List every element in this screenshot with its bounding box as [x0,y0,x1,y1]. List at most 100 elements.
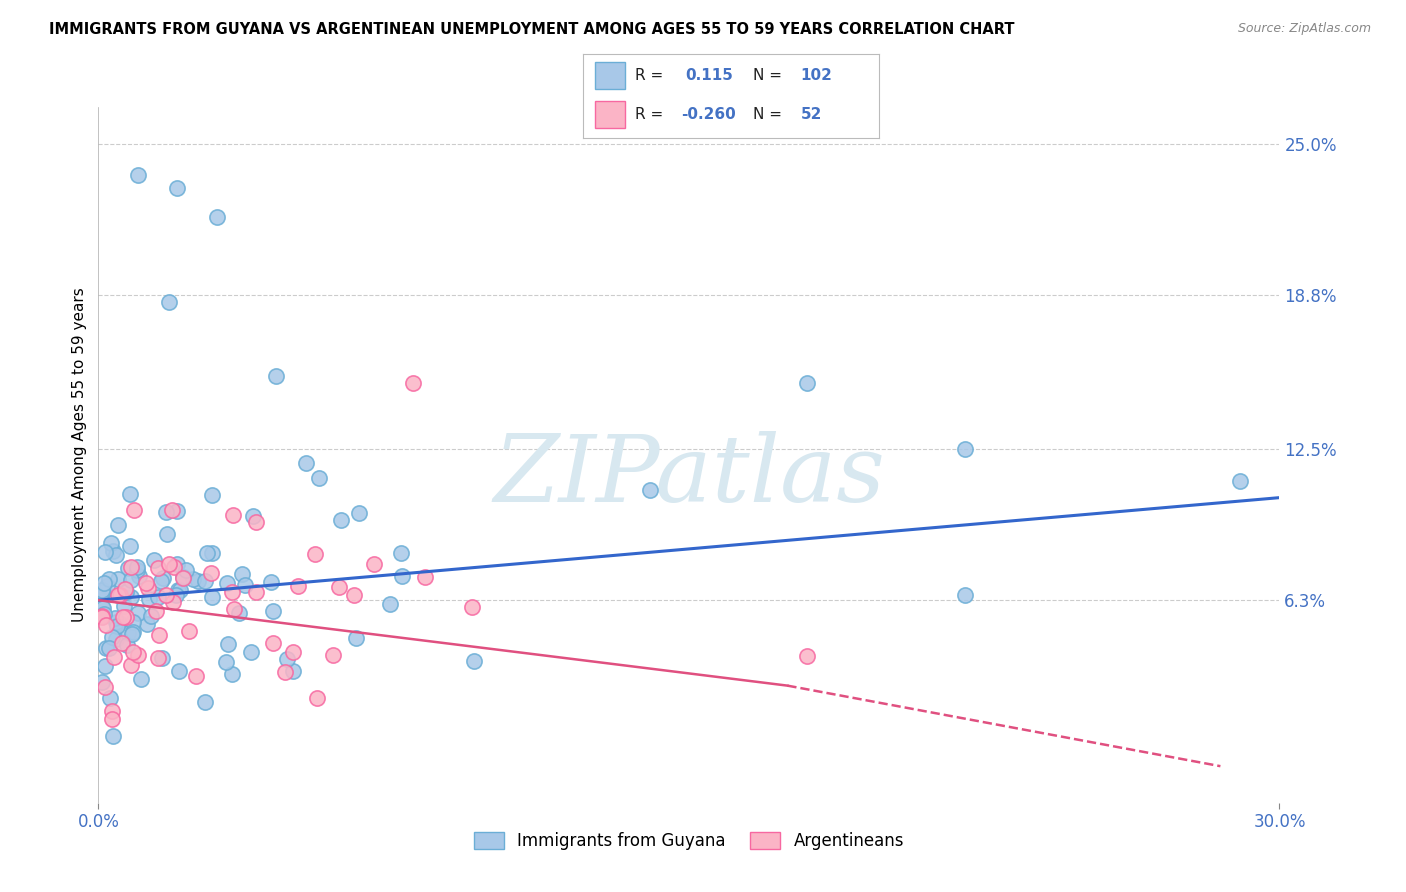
Point [121,615,143,630]
Point [205,210,228,224]
Point [201,488,224,502]
Point [187,574,209,589]
Point [91,585,114,599]
Point [101,729,124,743]
Point [122,503,145,517]
Point [295,456,318,470]
Point [136,616,159,631]
Point [283,645,305,659]
Point [110,588,132,602]
Point [125,563,148,577]
Point [166,180,188,194]
Point [162,595,184,609]
Point [796,376,818,390]
Point [128,569,150,583]
Point [195,546,218,560]
Point [101,544,124,558]
Legend: Immigrants from Guyana, Argentineans: Immigrants from Guyana, Argentineans [467,826,911,857]
Point [179,624,201,639]
Point [1229,474,1251,488]
Point [389,546,412,560]
Point [103,650,125,665]
Point [136,581,159,595]
Point [107,518,129,533]
Point [107,588,129,602]
Point [91,600,114,615]
Point [347,506,370,520]
Point [98,572,121,586]
Point [344,632,367,646]
Point [215,655,238,669]
Point [122,644,145,658]
Point [276,652,298,666]
Point [157,295,180,310]
Point [146,590,169,604]
Point [264,368,287,383]
Text: R =: R = [636,107,664,122]
Point [228,606,250,620]
Point [127,169,149,183]
Point [245,584,267,599]
Point [108,616,131,631]
Point [308,470,330,484]
Point [155,505,177,519]
Point [93,575,115,590]
Point [93,607,115,621]
Point [157,558,180,572]
Point [148,651,170,665]
Point [117,560,139,574]
Text: 0.115: 0.115 [685,68,734,83]
Point [118,539,141,553]
Point [638,483,661,498]
Point [156,527,179,541]
Point [93,583,115,598]
Point [274,665,297,680]
Point [150,651,173,665]
Point [215,576,238,591]
Point [127,648,149,662]
Text: 52: 52 [800,107,823,122]
Point [330,513,353,527]
Point [120,590,142,604]
Point [141,609,163,624]
Point [796,649,818,664]
Point [129,672,152,686]
Point [166,504,188,518]
Point [145,604,167,618]
Point [114,582,136,596]
Point [94,544,117,558]
Point [172,570,194,584]
Point [149,574,172,589]
Point [953,442,976,456]
Point [111,636,134,650]
Point [117,626,139,640]
Point [94,680,117,694]
Point [461,600,484,615]
Point [118,487,141,501]
Text: R =: R = [636,68,664,83]
Point [138,592,160,607]
Point [262,636,284,650]
Point [107,573,129,587]
Point [287,579,309,593]
Point [112,610,135,624]
Point [231,566,253,581]
Text: IMMIGRANTS FROM GUYANA VS ARGENTINEAN UNEMPLOYMENT AMONG AGES 55 TO 59 YEARS COR: IMMIGRANTS FROM GUYANA VS ARGENTINEAN UN… [49,22,1015,37]
Bar [595,101,624,128]
Point [221,666,243,681]
Point [200,566,222,581]
Point [121,626,143,640]
Point [413,570,436,584]
Point [125,560,148,574]
Point [343,588,366,602]
Point [391,569,413,583]
Point [115,638,138,652]
Point [122,624,145,639]
Point [402,376,425,390]
Point [91,674,114,689]
Bar [595,62,624,89]
Text: -0.260: -0.260 [681,107,735,122]
Point [115,584,138,599]
Point [96,641,118,656]
Point [953,588,976,602]
